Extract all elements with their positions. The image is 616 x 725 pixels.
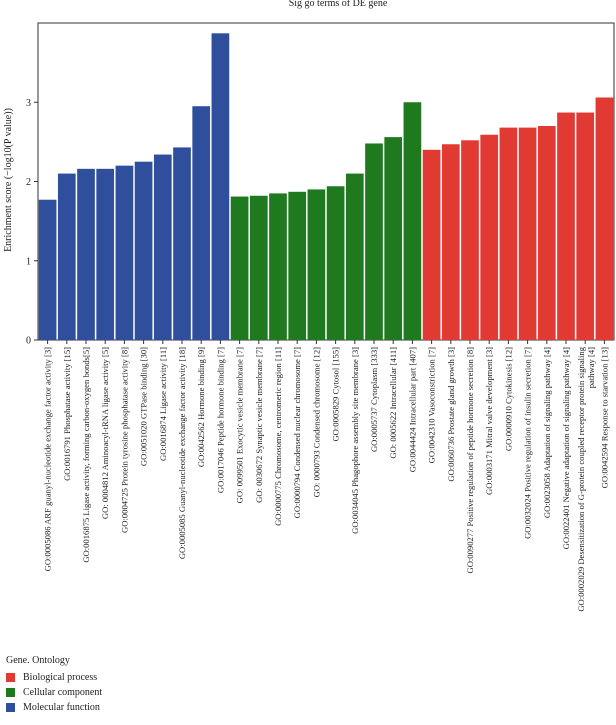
bar (249, 195, 268, 340)
bar (38, 199, 57, 340)
x-tick-label: GO: 0030672 Synaptic vesicle membrane [7… (254, 347, 264, 503)
bar (384, 137, 403, 340)
x-tick-label: GO:0023058 Adaptation of signaling pathw… (542, 347, 552, 518)
chart-title: Sig go terms of DE gene (289, 0, 388, 9)
x-tick-label: GO:0000794 Condensed nuclear chromosome … (292, 347, 302, 518)
x-tick-label: GO:0032024 Positive regulation of insuli… (523, 347, 533, 539)
legend: Gene. Ontology Biological process Cellul… (6, 655, 102, 715)
bar (595, 97, 614, 341)
x-tick-label: GO:0016791 Phosphatase activity [15] (62, 347, 72, 481)
x-tick-label: GO:0003171 Mitral valve development [3] (484, 347, 494, 495)
legend-swatch-biological-process (6, 673, 15, 682)
legend-label-biological-process: Biological process (23, 672, 98, 683)
bar (269, 193, 287, 340)
y-tick-label: 3 (26, 98, 31, 109)
x-tick-label: GO:0016875 Ligase activity, forming carb… (81, 347, 91, 563)
legend-item-cellular-component: Cellular component (6, 685, 102, 700)
bar (307, 189, 326, 340)
bar (134, 161, 153, 340)
bar (192, 106, 211, 341)
y-tick-label: 2 (26, 177, 31, 188)
x-tick-label: GO:0005085 Guanyl-nucleotide exchange fa… (177, 347, 187, 559)
bar (96, 168, 115, 340)
bar (57, 173, 76, 340)
x-tick-label: GO:0016874 Ligase activity [11] (158, 347, 168, 461)
bar (173, 147, 191, 340)
x-tick-label: GO:0005829 Cytosol [155] (331, 347, 341, 442)
y-axis-label: Enrichment score (−log10(P value)) (3, 108, 14, 252)
legend-swatch-molecular-function (6, 703, 15, 712)
legend-item-biological-process: Biological process (6, 670, 102, 685)
bar (537, 126, 556, 341)
bar (422, 149, 441, 340)
bar (441, 144, 460, 340)
bar (518, 127, 537, 340)
x-tick-label: GO:0022401 Negative adaptation of signal… (561, 347, 571, 550)
bar (365, 143, 383, 340)
x-tick-label: GO:0004725 Protein tyrosine phosphatase … (119, 347, 129, 533)
legend-label-molecular-function: Molecular function (23, 702, 100, 713)
x-tick-label: GO: 0099501 Exocytic vesicle membrane [7… (235, 347, 245, 503)
x-tick-label: GO:0017046 Peptide hormone binding [7] (215, 347, 225, 493)
x-tick-label: GO:0000775 Chromosome, centromeric regio… (273, 347, 283, 526)
bar (403, 102, 422, 340)
y-tick-label: 0 (26, 336, 31, 347)
x-tick-label: GO:0002029 Desensitization of G-protein … (576, 346, 596, 611)
bar (345, 173, 364, 340)
x-tick-label: GO: 0004812 Aminoacyl-tRNA ligase activi… (100, 347, 110, 519)
legend-title: Gene. Ontology (6, 655, 70, 666)
legend-item-molecular-function: Molecular function (6, 700, 102, 715)
x-tick-label: GO: 0000793 Condensed chromosome [12] (311, 347, 321, 498)
x-tick-label: GO:0005737 Cytoplasm [333] (369, 347, 379, 452)
x-tick-label: GO:0090277 Positive regulation of peptid… (465, 347, 475, 574)
x-tick-label: GO:0000910 Cytokinesis [12] (503, 347, 513, 451)
bar (480, 134, 499, 340)
bar (499, 127, 518, 340)
x-tick-label: GO:0042562 Hormone binding [9] (196, 347, 206, 467)
x-tick-label: GO:0042310 Vasoconstriction [7] (427, 347, 437, 463)
bars (38, 33, 614, 341)
bar (557, 112, 575, 341)
bar (115, 165, 134, 340)
x-tick-label: GO:0060736 Prostate gland growth [3] (446, 347, 456, 482)
x-tick-label: GO:0044424 Intracellular part [407] (407, 347, 417, 472)
x-tick-label: GO: 0005622 Intracellular [411] (388, 347, 398, 459)
bar (211, 33, 230, 341)
x-tick-label: GO:0034045 Phagophore assembly site memb… (350, 347, 360, 534)
bar (326, 186, 345, 340)
x-tick-label: GO:0042594 Response to starvation [13] (599, 347, 609, 488)
x-tick-labels: GO:0005086 ARF guanyl-nucleotide exchang… (43, 340, 609, 612)
bar (576, 112, 595, 341)
legend-label-cellular-component: Cellular component (23, 687, 103, 698)
bar (230, 196, 249, 340)
x-tick-label: GO:0051020 GTPase binding [30] (139, 347, 149, 466)
axes: 0 1 2 3 (26, 22, 615, 347)
bar (153, 154, 172, 340)
x-tick-label: GO:0005086 ARF guanyl-nucleotide exchang… (43, 347, 53, 571)
bar (461, 140, 479, 340)
legend-swatch-cellular-component (6, 688, 15, 697)
bar (77, 168, 95, 340)
bar (288, 191, 307, 340)
y-tick-label: 1 (26, 256, 31, 267)
